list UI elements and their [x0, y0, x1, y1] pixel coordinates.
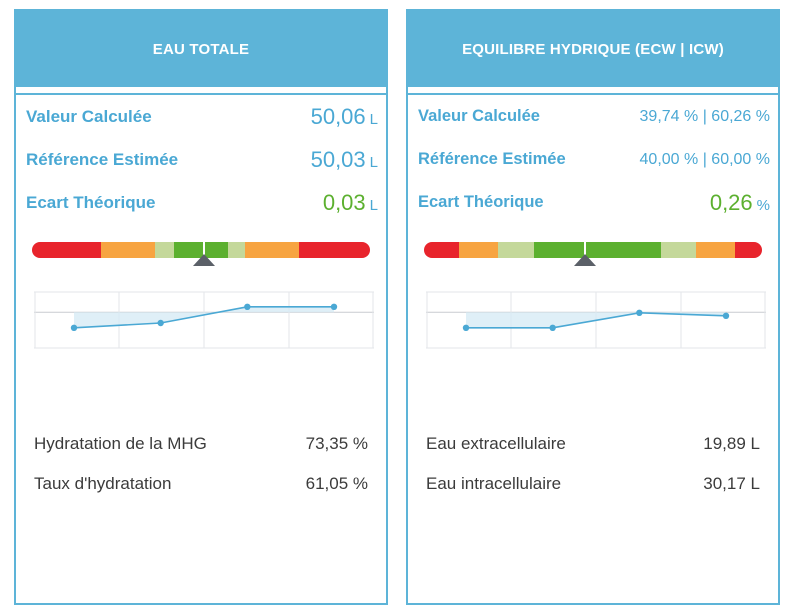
gauge-segment	[244, 242, 300, 258]
trend-point	[549, 324, 556, 331]
trend-line	[466, 311, 727, 329]
gauge-segment	[696, 242, 735, 258]
stat-label: Hydratation de la MHG	[34, 434, 207, 453]
stat-label: Eau intracellulaire	[426, 474, 562, 493]
metric-unit: L	[369, 153, 378, 171]
trend-point	[244, 303, 251, 310]
metric-unit: L	[369, 196, 378, 214]
metric-unit: %	[756, 196, 770, 214]
metric-calculated: Valeur Calculée 39,74 % | 60,26 %	[418, 95, 770, 138]
gauge-bar	[424, 242, 762, 258]
stat-label: Eau extracellulaire	[426, 434, 566, 453]
gauge-segment	[424, 242, 460, 258]
metric-value: 39,74 % | 60,26 %	[639, 107, 770, 125]
gauge-pointer-icon	[573, 254, 596, 266]
panel-title: EAU TOTALE	[16, 11, 386, 87]
metric-label: Valeur Calculée	[26, 106, 152, 126]
metric-label: Valeur Calculée	[418, 107, 540, 125]
stats-list: Eau extracellulaire 19,89 L Eau intracel…	[426, 424, 760, 504]
gauge-bar	[32, 242, 370, 258]
panel-water-balance: EQUILIBRE HYDRIQUE (ECW | ICW) Valeur Ca…	[406, 9, 780, 605]
trend-point	[462, 324, 470, 331]
metric-label: Ecart Théorique	[418, 193, 544, 211]
trend-line	[73, 306, 334, 329]
gauge-segment	[32, 242, 102, 258]
stat-value: 61,05 %	[305, 474, 368, 493]
gauge-segment	[498, 242, 534, 258]
trend-point	[636, 309, 643, 316]
metrics-list: Valeur Calculée 39,74 % | 60,26 % Référe…	[408, 95, 778, 224]
panel-total-water: EAU TOTALE Valeur Calculée 50,06 L Référe…	[14, 9, 388, 605]
metric-value: 0,03	[322, 189, 366, 215]
gauge-segment	[459, 242, 499, 258]
gauge-segment	[660, 242, 697, 258]
trend-point	[70, 324, 78, 331]
metric-unit: L	[369, 110, 378, 128]
trend-point	[157, 319, 164, 327]
gauge-cursor	[583, 238, 586, 260]
metric-deviation: Ecart Théorique 0,03 L	[26, 181, 378, 224]
trend-chart	[426, 291, 766, 349]
trend-point	[330, 303, 338, 310]
gauge-segment	[299, 242, 370, 258]
gauge-segment	[155, 242, 174, 258]
metrics-list: Valeur Calculée 50,06 L Référence Estimée…	[16, 95, 386, 224]
metric-label: Ecart Théorique	[26, 192, 156, 212]
panel-title: EQUILIBRE HYDRIQUE (ECW | ICW)	[408, 11, 778, 87]
trend-point	[722, 312, 730, 319]
stat-row: Eau extracellulaire 19,89 L	[426, 424, 760, 464]
stat-row: Hydratation de la MHG 73,35 %	[34, 424, 368, 464]
metric-value: 40,00 % | 60,00 %	[639, 150, 770, 168]
metric-reference: Référence Estimée 50,03 L	[26, 138, 378, 181]
header-divider	[408, 93, 778, 95]
metric-calculated: Valeur Calculée 50,06 L	[26, 95, 378, 138]
stat-label: Taux d'hydratation	[34, 474, 172, 493]
metric-value: 50,06	[310, 103, 366, 129]
stat-value: 19,89 L	[703, 434, 760, 453]
metric-label: Référence Estimée	[418, 150, 566, 168]
stat-row: Eau intracellulaire 30,17 L	[426, 464, 760, 504]
gauge-segment	[228, 242, 245, 258]
metric-value: 0,26	[709, 189, 753, 215]
gauge-segment	[533, 242, 582, 258]
header-divider	[16, 93, 386, 95]
stats-list: Hydratation de la MHG 73,35 % Taux d'hyd…	[34, 424, 368, 504]
stat-value: 30,17 L	[703, 474, 760, 493]
metric-deviation: Ecart Théorique 0,26%	[418, 181, 770, 224]
gauge-segment	[734, 242, 762, 258]
metric-value: 50,03	[310, 146, 366, 172]
metric-reference: Référence Estimée 40,00 % | 60,00 %	[418, 138, 770, 181]
metric-label: Référence Estimée	[26, 149, 179, 169]
gauge-pointer-icon	[193, 254, 216, 266]
range-gauge	[424, 238, 762, 266]
trend-chart	[34, 291, 374, 349]
gauge-segment	[594, 242, 661, 258]
trend-area	[74, 306, 334, 328]
stat-value: 73,35 %	[305, 434, 368, 453]
gauge-segment	[101, 242, 156, 258]
gauge-cursor	[203, 238, 206, 260]
range-gauge	[32, 238, 370, 266]
stat-row: Taux d'hydratation 61,05 %	[34, 464, 368, 504]
